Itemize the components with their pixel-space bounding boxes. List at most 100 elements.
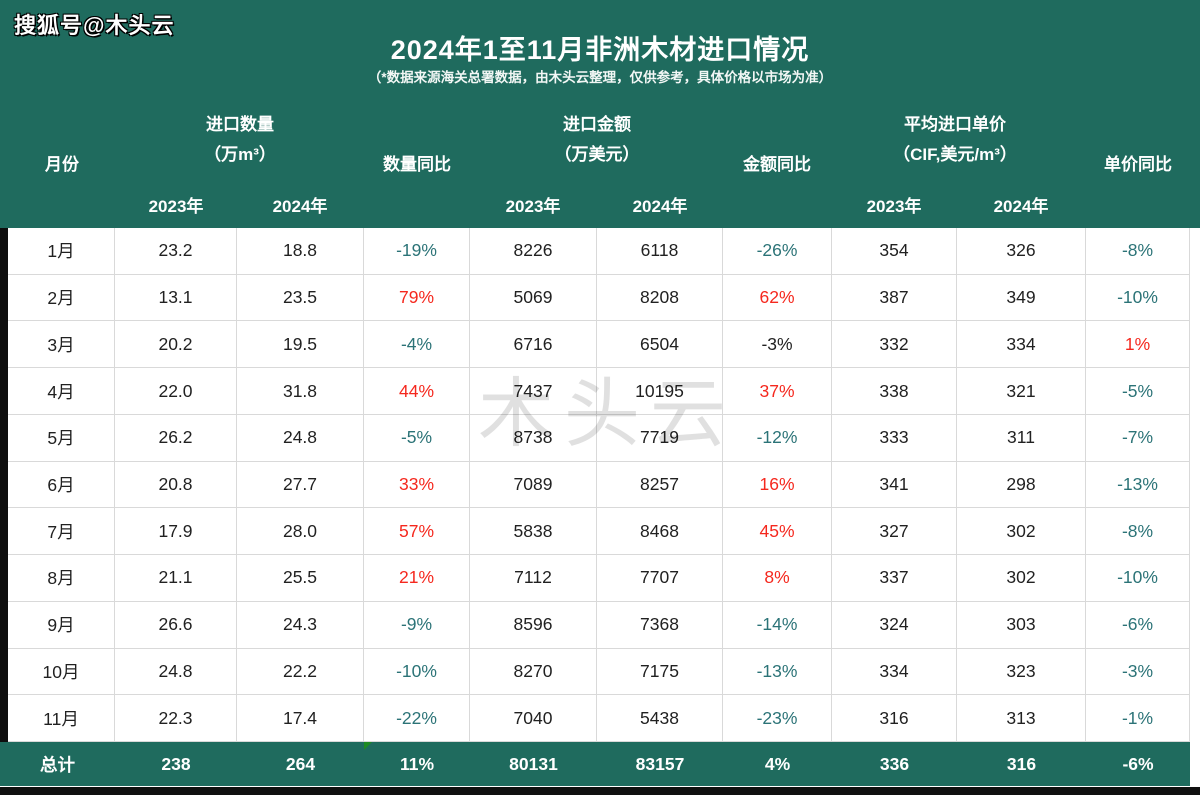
sohu-account-watermark: 搜狐号@木头云	[14, 13, 175, 38]
value-cell: -12%	[723, 414, 832, 461]
value-cell: 323	[957, 648, 1086, 695]
value-cell: 8226	[470, 228, 597, 274]
value-cell: 22.3	[115, 695, 237, 741]
page-subtitle: （*数据来源海关总署数据，由木头云整理，仅供参考，具体价格以市场为准）	[367, 70, 833, 85]
value-cell: 8738	[470, 414, 597, 461]
month-cell: 11月	[8, 695, 115, 741]
bottom-black-bar	[0, 787, 1200, 795]
total-value-cell: -6%	[1122, 753, 1154, 774]
col-header-amt-yoy: 金额同比	[743, 155, 811, 174]
month-cell: 7月	[8, 508, 115, 555]
value-cell: 79%	[364, 274, 470, 321]
table-row: 11月 22.3 17.4 -22% 7040 5438 -23% 316 313 -1%	[8, 695, 1190, 742]
value-cell: 1%	[1086, 321, 1190, 368]
table-header-band: 搜狐号@木头云 2024年1至11月非洲木材进口情况 （*数据来源海关总署数据，…	[0, 0, 1200, 228]
value-cell: 7089	[470, 461, 597, 508]
value-cell: 31.8	[237, 368, 364, 414]
value-cell: -10%	[364, 648, 470, 695]
value-cell: 8208	[597, 274, 723, 321]
value-cell: 333	[832, 414, 957, 461]
col-header-qty-unit: （万m³）	[204, 145, 276, 164]
table-row: 8月 21.1 25.5 21% 7112 7707 8% 337 302 -10%	[8, 555, 1190, 602]
value-cell: 337	[832, 555, 957, 601]
value-cell: 45%	[723, 508, 832, 555]
value-cell: -8%	[1086, 228, 1190, 274]
value-cell: 334	[957, 321, 1086, 368]
data-rows-container: 1月 23.2 18.8 -19% 8226 6118 -26% 354 326 -8% 2月 13.…	[8, 228, 1190, 742]
value-cell: 324	[832, 601, 957, 648]
value-cell: -13%	[1086, 461, 1190, 508]
value-cell: 8468	[597, 508, 723, 555]
value-cell: 23.5	[237, 274, 364, 321]
value-cell: 8596	[470, 601, 597, 648]
col-header-price-yoy: 单价同比	[1104, 155, 1172, 174]
value-cell: 16%	[723, 461, 832, 508]
table-row: 10月 24.8 22.2 -10% 8270 7175 -13% 334 323 -3%	[8, 648, 1190, 696]
col-header-month: 月份	[45, 155, 79, 174]
value-cell: 338	[832, 368, 957, 414]
table-row: 7月 17.9 28.0 57% 5838 8468 45% 327 302 -8%	[8, 508, 1190, 556]
total-value-cell: 11%	[399, 753, 435, 774]
value-cell: 7112	[470, 555, 597, 601]
value-cell: 354	[832, 228, 957, 274]
value-cell: 62%	[723, 274, 832, 321]
value-cell: 303	[957, 601, 1086, 648]
month-cell: 1月	[8, 228, 115, 274]
total-row: 总计 238 264 11% 80131 83157 4% 336 316 -6%	[0, 742, 1190, 786]
year-header-amt-2024: 2024年	[632, 197, 688, 216]
value-cell: -4%	[364, 321, 470, 368]
value-cell: 21.1	[115, 555, 237, 601]
value-cell: 341	[832, 461, 957, 508]
value-cell: 7437	[470, 368, 597, 414]
value-cell: -8%	[1086, 508, 1190, 555]
value-cell: 21%	[364, 555, 470, 601]
month-cell: 5月	[8, 414, 115, 461]
value-cell: 24.3	[237, 601, 364, 648]
value-cell: -5%	[1086, 368, 1190, 414]
year-header-price-2024: 2024年	[993, 197, 1049, 216]
total-value-cell: 83157	[635, 753, 685, 774]
total-value-cell: 336	[879, 753, 910, 774]
left-black-edge	[0, 228, 8, 742]
col-header-price-group: 平均进口单价	[904, 115, 1006, 134]
value-cell: 7040	[470, 695, 597, 741]
value-cell: 19.5	[237, 321, 364, 368]
year-header-qty-2023: 2023年	[148, 197, 204, 216]
value-cell: 22.2	[237, 648, 364, 695]
value-cell: 5069	[470, 274, 597, 321]
value-cell: 302	[957, 508, 1086, 555]
value-cell: 24.8	[237, 414, 364, 461]
value-cell: 22.0	[115, 368, 237, 414]
value-cell: 349	[957, 274, 1086, 321]
value-cell: 326	[957, 228, 1086, 274]
total-value-cell: 4%	[764, 753, 791, 774]
month-cell: 3月	[8, 321, 115, 368]
col-header-qty-group: 进口数量	[206, 115, 274, 134]
value-cell: 27.7	[237, 461, 364, 508]
value-cell: 316	[832, 695, 957, 741]
value-cell: -19%	[364, 228, 470, 274]
value-cell: -13%	[723, 648, 832, 695]
total-value-cell: 238	[161, 753, 191, 774]
table-row: 3月 20.2 19.5 -4% 6716 6504 -3% 332 334 1%	[8, 321, 1190, 369]
value-cell: 313	[957, 695, 1086, 741]
value-cell: 44%	[364, 368, 470, 414]
month-cell: 2月	[8, 274, 115, 321]
value-cell: 23.2	[115, 228, 237, 274]
table-row: 6月 20.8 27.7 33% 7089 8257 16% 341 298 -13%	[8, 461, 1190, 509]
total-value-cell: 80131	[509, 753, 558, 774]
page-title: 2024年1至11月非洲木材进口情况	[390, 35, 810, 65]
value-cell: 334	[832, 648, 957, 695]
value-cell: -6%	[1086, 601, 1190, 648]
year-header-amt-2023: 2023年	[505, 197, 561, 216]
value-cell: -3%	[1086, 648, 1190, 695]
table-row: 9月 26.6 24.3 -9% 8596 7368 -14% 324 303 -6%	[8, 601, 1190, 649]
value-cell: 6716	[470, 321, 597, 368]
value-cell: 20.2	[115, 321, 237, 368]
value-cell: 37%	[723, 368, 832, 414]
month-cell: 10月	[8, 648, 115, 695]
value-cell: 311	[957, 414, 1086, 461]
value-cell: -22%	[364, 695, 470, 741]
value-cell: 298	[957, 461, 1086, 508]
year-header-qty-2024: 2024年	[272, 197, 328, 216]
